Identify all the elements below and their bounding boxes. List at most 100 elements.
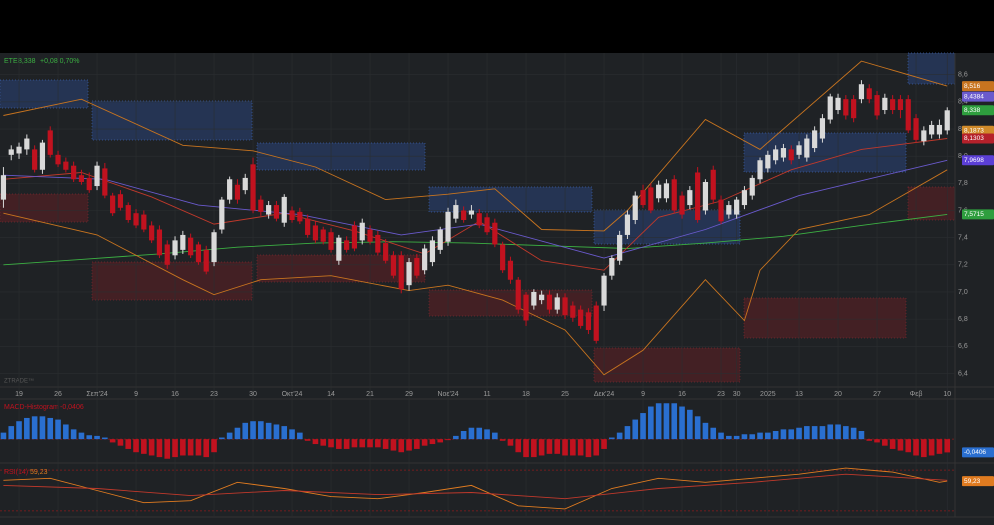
- histogram-bar: [476, 427, 483, 440]
- histogram-bar: [195, 439, 202, 456]
- candle-body: [718, 199, 724, 222]
- histogram-bar: [874, 439, 880, 443]
- candle-body: [507, 260, 514, 280]
- histogram-bar: [133, 439, 139, 453]
- histogram-bar: [655, 403, 662, 440]
- zones: [0, 52, 956, 383]
- macd-title: MACD-Histogram: [4, 404, 59, 411]
- candle-body: [593, 305, 599, 341]
- candle-body: [211, 232, 217, 263]
- value-marker: [962, 81, 994, 92]
- y-tick-label: 7,0: [958, 289, 968, 296]
- zone-red: [593, 347, 741, 383]
- candle-body: [16, 146, 22, 154]
- histogram-bar: [125, 439, 132, 449]
- value-marker: [962, 447, 994, 458]
- histogram-bar: [453, 435, 459, 440]
- histogram-bar: [8, 426, 15, 440]
- candle-body: [812, 130, 818, 149]
- histogram-bar: [499, 439, 506, 441]
- x-tick-label: 27: [873, 391, 881, 398]
- x-tick-label: 25: [561, 391, 569, 398]
- x-tick-label: Δεκ'24: [594, 391, 615, 398]
- candle-body: [858, 84, 865, 100]
- histogram-bar: [273, 424, 280, 440]
- histogram-bar: [796, 427, 802, 440]
- value-marker-label: 8,338: [964, 107, 981, 114]
- histogram-bar: [593, 439, 600, 456]
- symbol: ETE: [4, 58, 18, 65]
- x-tick-label: 16: [678, 391, 686, 398]
- candle-body: [398, 255, 404, 290]
- candle-body: [219, 199, 225, 230]
- candle-body: [367, 229, 373, 242]
- candle-body: [741, 190, 748, 206]
- x-tick-label: 9: [134, 391, 138, 398]
- histogram-bar: [172, 439, 178, 458]
- value-marker-label: 8,4384: [964, 93, 984, 100]
- y-tick-label: 6,4: [958, 370, 968, 377]
- candle-body: [726, 205, 732, 215]
- rsi-line: [3, 467, 948, 510]
- candle-body: [944, 110, 950, 131]
- x-tick-label: Οκτ'24: [282, 391, 303, 398]
- histogram-bar: [882, 439, 888, 446]
- candle-body: [390, 255, 397, 276]
- candle-body: [203, 249, 209, 272]
- histogram-bar: [843, 426, 849, 440]
- histogram-bar: [819, 426, 826, 440]
- histogram-bar: [351, 439, 358, 448]
- zone-red: [907, 186, 956, 221]
- x-tick-label: 2025: [760, 391, 776, 398]
- x-tick-label: 18: [522, 391, 530, 398]
- x-tick-label: 30: [249, 391, 257, 398]
- candle-body: [679, 195, 685, 215]
- candle-body: [312, 225, 319, 241]
- y-tick-label: 8,6: [958, 72, 968, 79]
- candle-body: [617, 234, 623, 261]
- histogram-bar: [437, 439, 444, 443]
- histogram-bar: [63, 424, 69, 440]
- candle-body: [882, 97, 888, 111]
- histogram-bar: [804, 426, 810, 440]
- candle-body: [585, 312, 592, 330]
- candle-body: [94, 165, 100, 187]
- candle-body: [835, 97, 841, 111]
- candle-body: [375, 234, 381, 253]
- histogram-bar: [531, 439, 537, 458]
- candle-body: [827, 96, 833, 120]
- histogram-bar: [367, 439, 373, 448]
- candle-body: [422, 248, 428, 271]
- histogram-bar: [616, 432, 623, 440]
- candle-body: [172, 240, 178, 256]
- histogram-bar: [468, 427, 475, 440]
- histogram-bar: [866, 439, 873, 441]
- histogram-bar: [234, 427, 241, 440]
- candle-body: [757, 160, 763, 180]
- histogram-bar: [141, 439, 147, 454]
- histogram-bar: [109, 439, 116, 443]
- x-tick-label: 26: [54, 391, 62, 398]
- candle-body: [905, 99, 911, 131]
- x-tick-label: 9: [641, 391, 645, 398]
- candle-body: [55, 154, 61, 165]
- histogram-bar: [0, 432, 7, 440]
- histogram-bar: [164, 439, 171, 459]
- x-tick-label: 10: [943, 391, 951, 398]
- histogram-bar: [226, 432, 233, 440]
- candle-body: [86, 177, 92, 191]
- histogram-bar: [936, 439, 943, 454]
- candle-body: [359, 222, 365, 241]
- value-marker-label: 8,516: [964, 83, 981, 90]
- candle-body: [414, 258, 420, 276]
- candle-body: [351, 225, 358, 249]
- histogram-bar: [640, 413, 646, 440]
- candle-body: [601, 275, 607, 306]
- candle-body: [188, 237, 194, 256]
- value-marker: [962, 476, 994, 487]
- histogram-bar: [281, 426, 288, 440]
- histogram-bar: [429, 439, 436, 445]
- candle-body: [125, 205, 131, 220]
- histogram-bar: [86, 435, 93, 440]
